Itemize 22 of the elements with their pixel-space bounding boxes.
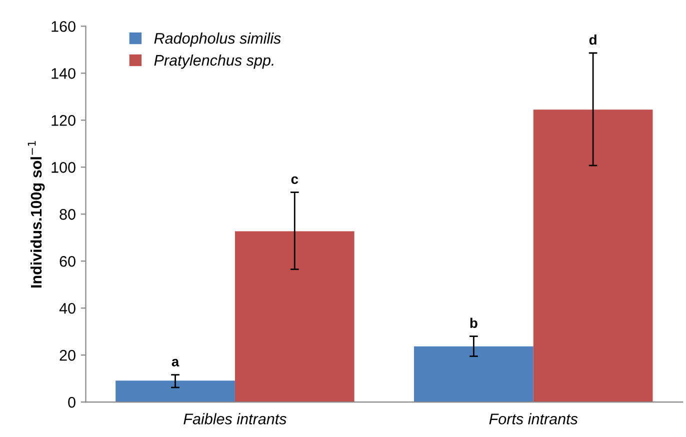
annotation: d bbox=[589, 34, 596, 45]
annotation: c bbox=[291, 176, 298, 184]
y-tick-label: 100 bbox=[52, 162, 76, 173]
y-tick-label: 80 bbox=[60, 209, 76, 220]
y-tick-label: 0 bbox=[68, 396, 76, 408]
legend-label: Pratylenchus spp. bbox=[154, 54, 274, 69]
bar bbox=[234, 231, 354, 402]
bar bbox=[414, 346, 534, 402]
annotation: b bbox=[470, 318, 478, 328]
bar bbox=[533, 110, 653, 402]
y-tick-label: 140 bbox=[52, 68, 76, 79]
legend-label: Radopholus similis bbox=[154, 32, 281, 47]
bar bbox=[116, 380, 235, 402]
y-tick-label: 160 bbox=[52, 21, 76, 32]
annotation: a bbox=[172, 358, 180, 366]
x-tick-label: Forts intrants bbox=[489, 413, 578, 424]
y-tick-label: 20 bbox=[60, 350, 76, 361]
y-axis-title: Individus.100g sol$^{−1}$ bbox=[28, 141, 45, 288]
x-tick-label: Faibles intrants bbox=[184, 413, 286, 424]
y-tick-label: 40 bbox=[59, 302, 76, 314]
y-tick-label: 60 bbox=[60, 256, 76, 267]
y-tick-label: 120 bbox=[52, 115, 76, 126]
